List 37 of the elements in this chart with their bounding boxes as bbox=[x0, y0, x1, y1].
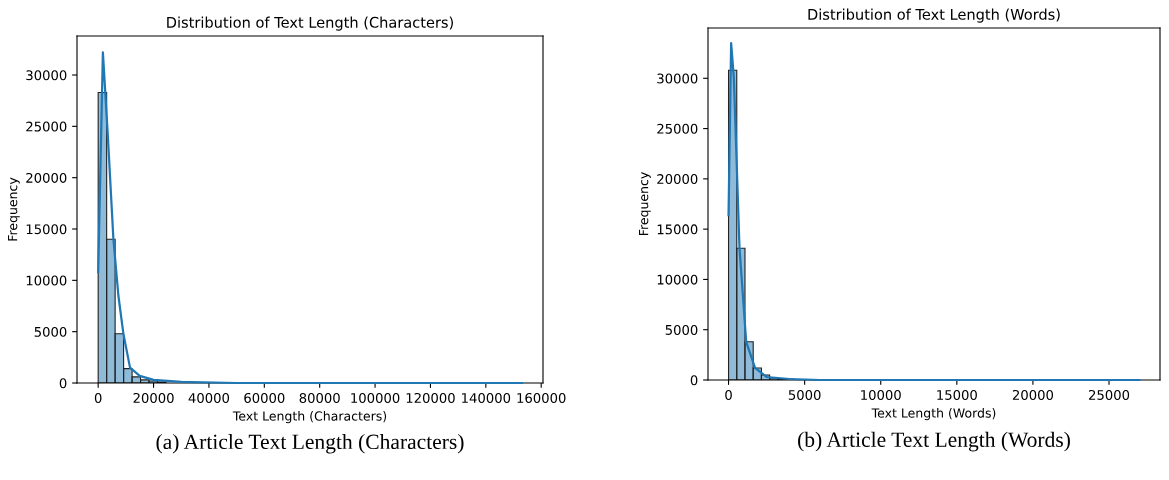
y-tick-label: 25000 bbox=[26, 121, 67, 132]
chart-title: Distribution of Text Length (Characters) bbox=[167, 16, 453, 31]
x-tick-label: 40000 bbox=[188, 392, 230, 403]
x-tick-label: 5000 bbox=[788, 389, 821, 400]
x-tick-label: 120000 bbox=[406, 392, 455, 403]
text: (b) Article Text Length (Words) bbox=[798, 431, 1070, 452]
x-axis-title: Text Length (Characters) bbox=[232, 411, 387, 424]
x-tick-label: 60000 bbox=[244, 392, 285, 403]
x-axis-title: Text Length (Words) bbox=[871, 408, 996, 421]
x-tick-label: 160000 bbox=[517, 392, 566, 403]
y-tick-label: 15000 bbox=[26, 224, 67, 235]
y-tick-label: 5000 bbox=[34, 326, 67, 337]
x-tick-label: 20000 bbox=[133, 392, 174, 403]
y-tick-label: 30000 bbox=[657, 73, 698, 84]
y-axis-title: Frequency bbox=[8, 177, 20, 241]
y-tick-label: 0 bbox=[690, 375, 698, 386]
x-tick-label: 15000 bbox=[937, 389, 977, 400]
x-tick-label: 80000 bbox=[299, 392, 340, 403]
y-tick-label: 0 bbox=[59, 378, 67, 389]
y-tick-label: 20000 bbox=[26, 172, 67, 183]
chart-title: Distribution of Text Length (Words) bbox=[808, 8, 1060, 23]
x-tick-label: 0 bbox=[94, 392, 102, 403]
y-tick-label: 10000 bbox=[657, 274, 698, 285]
y-tick-label: 10000 bbox=[26, 275, 67, 286]
x-tick-label: 20000 bbox=[1012, 389, 1054, 400]
y-tick-label: 20000 bbox=[657, 174, 698, 185]
y-tick-label: 25000 bbox=[657, 123, 698, 134]
x-tick-label: 100000 bbox=[351, 392, 400, 403]
x-tick-label: 140000 bbox=[462, 392, 511, 403]
y-axis-title: Frequency bbox=[639, 172, 651, 236]
text: (a) Article Text Length (Characters) bbox=[156, 433, 464, 454]
x-tick-label: 0 bbox=[725, 389, 732, 400]
y-tick-label: 5000 bbox=[665, 324, 698, 335]
x-tick-label: 10000 bbox=[861, 389, 901, 400]
y-tick-label: 30000 bbox=[26, 70, 67, 81]
x-tick-label: 25000 bbox=[1089, 389, 1130, 400]
y-tick-label: 15000 bbox=[657, 224, 698, 235]
